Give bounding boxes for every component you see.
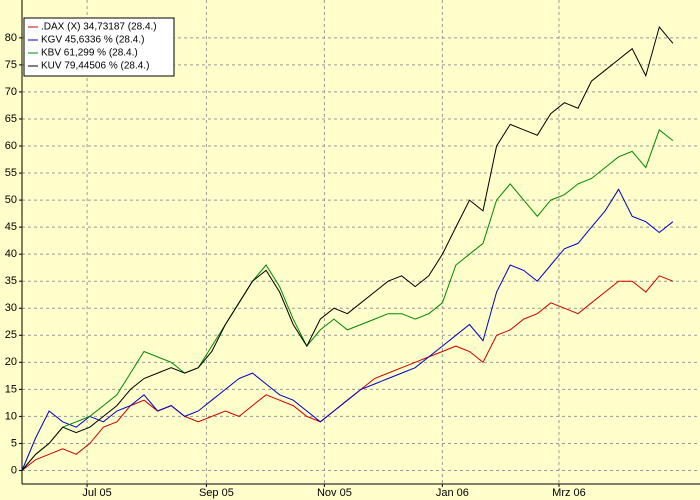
y-tick-label: 70 (5, 86, 17, 98)
y-tick-label: 0 (11, 464, 17, 476)
x-tick-label: Jul 05 (82, 487, 111, 499)
y-tick-label: 75 (5, 59, 17, 71)
x-tick-label: Nov 05 (317, 487, 352, 499)
series-line (21, 25, 674, 471)
legend-box (23, 17, 175, 77)
y-tick-label: 65 (5, 113, 17, 125)
y-tick-label: 55 (5, 167, 17, 179)
y-tick-label: 60 (5, 140, 17, 152)
y-tick-label: 40 (5, 248, 17, 260)
legend: .DAX (X) 34,73187 (28.4.) KGV 45,6336 % (… (23, 17, 175, 77)
y-tick-label: 5 (11, 437, 17, 449)
legend-label: KUV 79,44506 % (28.4.) (41, 61, 149, 72)
series-line (21, 128, 674, 471)
y-tick-label: 45 (5, 221, 17, 233)
y-tick-label: 35 (5, 275, 17, 287)
x-tick-label: Jan 06 (436, 487, 469, 499)
y-tick-label: 80 (5, 32, 17, 44)
legend-label: KGV 45,6336 % (28.4.) (41, 35, 144, 46)
legend-label: .DAX (X) 34,73187 (28.4.) (41, 22, 157, 33)
x-tick-label: Sep 05 (199, 487, 234, 499)
y-tick-label: 20 (5, 356, 17, 368)
y-tick-label: 25 (5, 329, 17, 341)
y-tick-label: 30 (5, 302, 17, 314)
y-tick-label: 10 (5, 410, 17, 422)
y-tick-label: 15 (5, 383, 17, 395)
x-tick-label: Mrz 06 (552, 487, 586, 499)
series-line (21, 188, 674, 471)
y-tick-label: 50 (5, 194, 17, 206)
legend-label: KBV 61,299 % (28.4.) (41, 48, 138, 59)
